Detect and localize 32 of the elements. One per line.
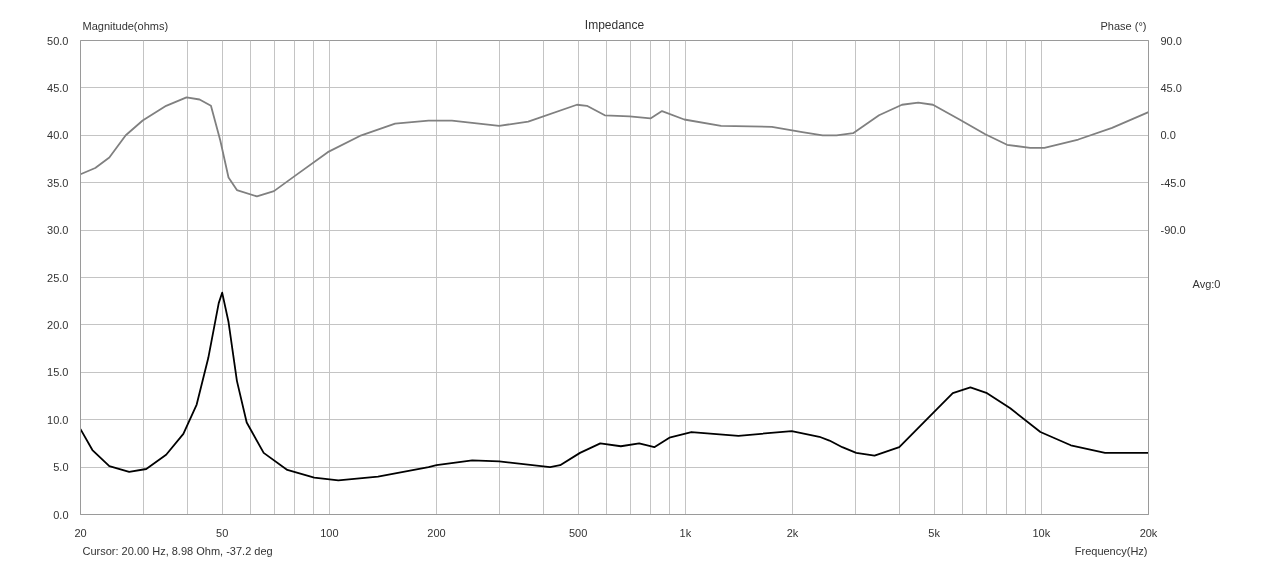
y-tick-label: 50.0 [47,34,69,47]
y-tick-label: 45.0 [47,81,69,94]
x-tick-label: 50 [216,526,229,539]
x-tick-label: 10k [1032,526,1051,539]
y-tick-label: 5.0 [53,461,69,474]
y-tick-label: 40.0 [47,129,69,142]
y2-tick-label: 45.0 [1160,81,1182,94]
x-tick-label: 500 [568,526,588,539]
y2-tick-label: 90.0 [1160,34,1182,47]
text: Cursor: 20.00 Hz, 8.98 Ohm, -37.2 deg [82,544,273,557]
y-axis-title: Magnitude(ohms) [82,19,169,32]
text: Avg:0 [1192,278,1221,291]
y-tick-label: 30.0 [47,224,69,237]
chart-title: Impedance [584,17,645,32]
x-tick-label: 100 [320,526,339,539]
x-tick-label: 200 [427,526,446,539]
x-tick-label: 20k [1139,526,1158,539]
y-tick-label: 20.0 [47,318,69,331]
x-tick-label: 1k [679,526,692,539]
x-tick-label: 2k [786,526,799,539]
y-tick-label: 25.0 [47,271,69,284]
y2-tick-label: 0.0 [1160,129,1176,142]
x-axis-title: Frequency(Hz) [1074,544,1148,557]
y-tick-label: 35.0 [47,176,69,189]
y-tick-label: 15.0 [47,366,69,379]
y2-tick-label: -45.0 [1160,176,1186,189]
y-tick-label: 0.0 [53,508,69,521]
x-tick-label: 20 [74,526,87,539]
y2-tick-label: -90.0 [1160,224,1186,237]
y-tick-label: 10.0 [47,413,69,426]
y2-axis-title: Phase (°) [1100,19,1147,32]
x-tick-label: 5k [928,526,941,539]
